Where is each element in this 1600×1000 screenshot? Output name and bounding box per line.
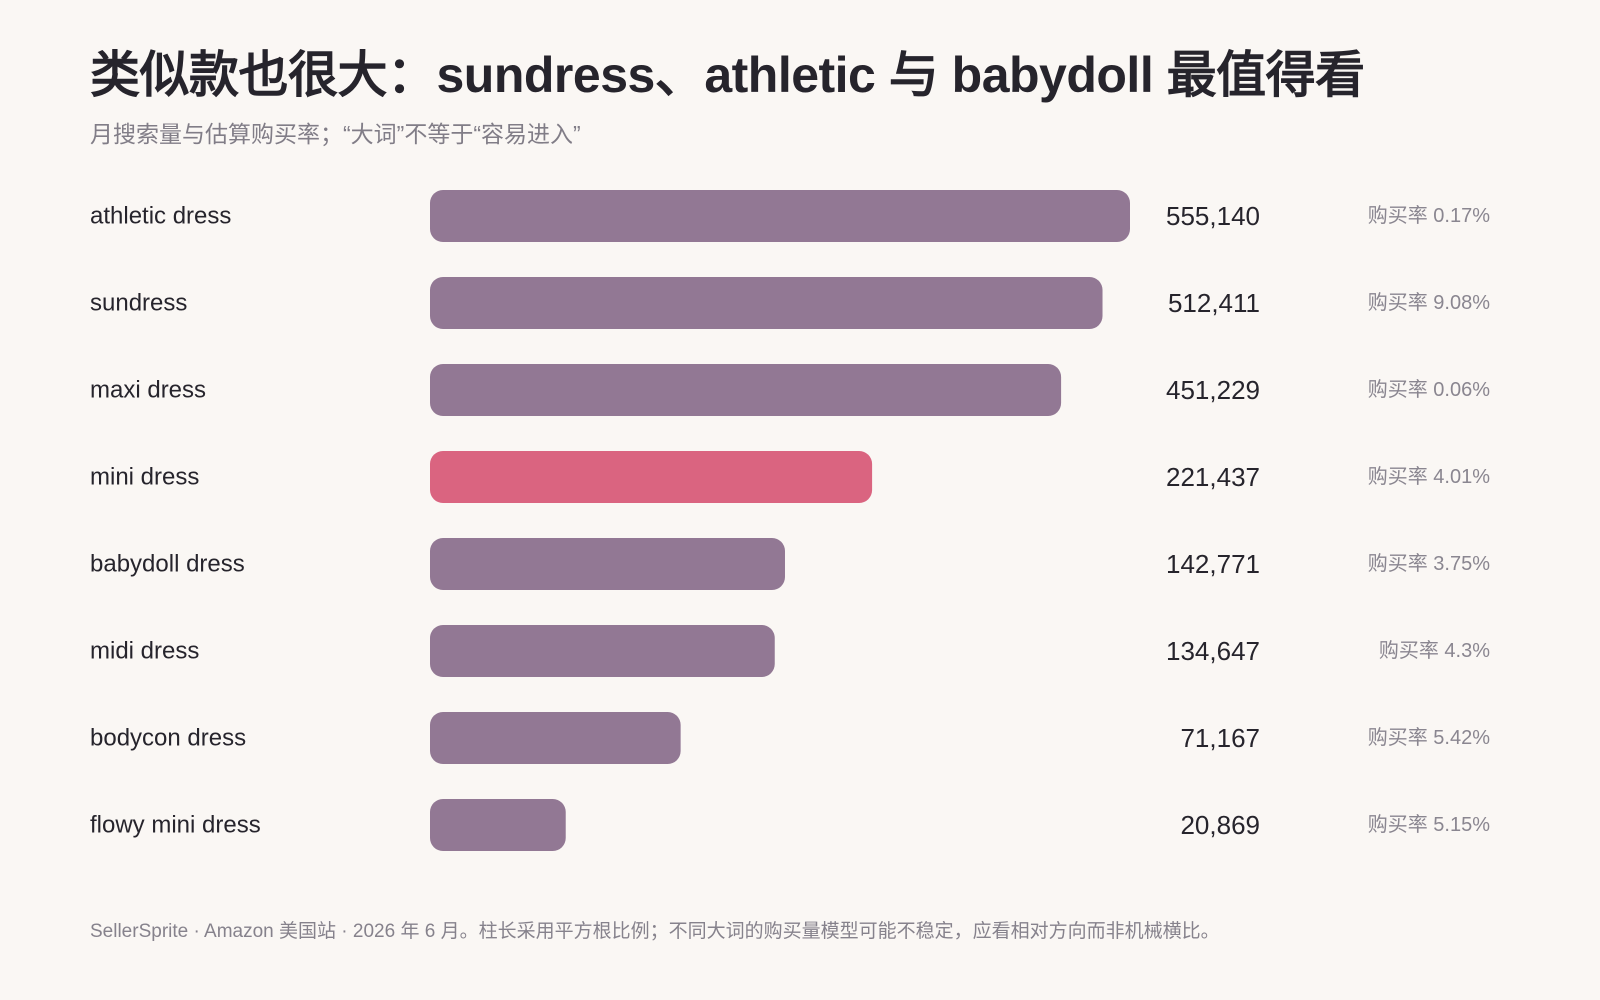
bar: [430, 451, 873, 503]
purchase-rate-label: 购买率 5.42%: [1368, 726, 1490, 749]
purchase-rate-label: 购买率 9.08%: [1368, 291, 1490, 314]
bar: [430, 364, 1062, 416]
bar: [430, 799, 566, 851]
purchase-rate-label: 购买率 5.15%: [1368, 813, 1490, 836]
bar: [430, 538, 785, 590]
category-label: mini dress: [90, 464, 199, 491]
value-label: 134,647: [1166, 636, 1260, 666]
value-label: 142,771: [1166, 549, 1260, 579]
category-label: bodycon dress: [90, 725, 246, 752]
category-label: maxi dress: [90, 377, 206, 404]
value-label: 71,167: [1180, 723, 1260, 753]
bar: [430, 625, 775, 677]
value-label: 555,140: [1166, 201, 1260, 231]
category-label: babydoll dress: [90, 551, 245, 578]
footnote: SellerSprite · Amazon 美国站 · 2026 年 6 月。柱…: [90, 921, 1220, 942]
value-label: 221,437: [1166, 462, 1260, 492]
category-label: sundress: [90, 290, 187, 317]
bar: [430, 712, 681, 764]
purchase-rate-label: 购买率 0.17%: [1368, 204, 1490, 227]
category-label: midi dress: [90, 638, 199, 665]
purchase-rate-label: 购买率 3.75%: [1368, 552, 1490, 575]
category-label: flowy mini dress: [90, 812, 261, 839]
chart-subtitle: 月搜索量与估算购买率；“大词”不等于“容易进入”: [90, 121, 581, 147]
bar: [430, 277, 1103, 329]
value-label: 512,411: [1168, 288, 1260, 318]
category-label: athletic dress: [90, 203, 231, 230]
value-label: 20,869: [1180, 810, 1260, 840]
chart-title: 类似款也很大：sundress、athletic 与 babydoll 最值得看: [90, 47, 1365, 103]
purchase-rate-label: 购买率 4.01%: [1368, 465, 1490, 488]
purchase-rate-label: 购买率 0.06%: [1368, 378, 1490, 401]
value-label: 451,229: [1166, 375, 1260, 405]
purchase-rate-label: 购买率 4.3%: [1379, 639, 1490, 662]
bar: [430, 190, 1130, 242]
